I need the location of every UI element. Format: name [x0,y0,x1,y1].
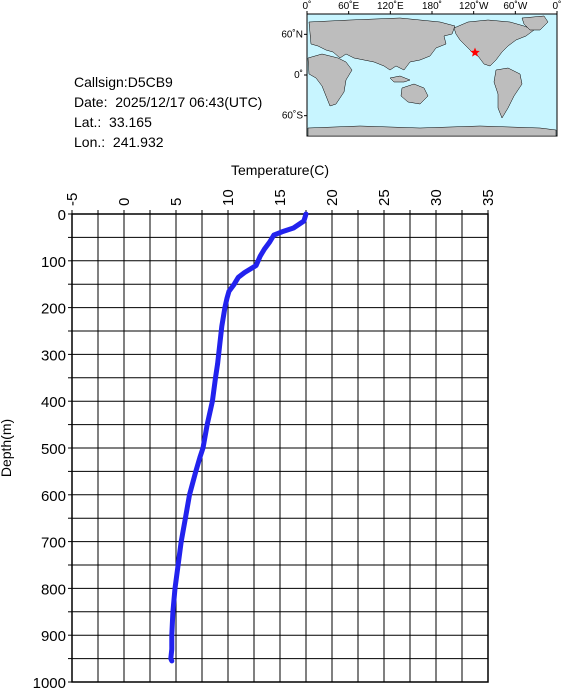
station-info: Callsign:D5CB9 Date: 2025/12/17 06:43(UT… [74,72,262,152]
y-axis-title: Depth(m) [0,419,14,477]
x-tick-label: 5 [168,198,185,206]
station-marker-star [470,47,480,57]
antarctica-shape [307,125,557,137]
map-lon-tick-label: 120˚E [377,0,404,12]
station-marker [470,47,480,57]
x-tick-label: 10 [220,189,237,206]
date-label: Date: [74,94,108,110]
date-value: 2025/12/17 06:43(UTC) [115,94,263,110]
y-tick-label: 900 [41,628,66,645]
lat-value: 33.165 [109,114,152,130]
greenland-shape [521,15,549,31]
map-land [307,15,557,137]
map-lat-tick-label: 60˚N [281,28,303,40]
y-tick-label: 1000 [33,675,66,690]
eurasia-shape [308,17,456,71]
callsign-value: D5CB9 [127,74,173,90]
africa-shape [307,53,353,107]
indonesia-shape [389,75,411,83]
y-tick-label: 800 [41,581,66,598]
x-tick-label: 0 [116,198,133,206]
x-tick-label: 30 [428,189,445,206]
series-group [168,211,309,664]
y-axis-ticks: 0 100 200 300 400 500 600 700 800 900 1000 [33,207,72,690]
x-tick-label: 20 [324,189,341,206]
chart-grid [71,213,489,683]
y-tick-label: 600 [41,488,66,505]
y-tick-label: 700 [41,535,66,552]
map-lon-tick-label: 180˚ [422,0,442,12]
x-tick-label: -5 [64,193,81,206]
lon-row: Lon.: 241.932 [74,132,262,152]
lon-label: Lon.: [74,134,106,150]
lon-value: 241.932 [112,134,164,150]
map-lon-tick-label: 0˚ [553,0,562,12]
lat-label: Lat.: [74,114,102,130]
north-america-shape [453,19,535,67]
australia-shape [400,83,429,105]
map-lat-tick-label: 60˚S [282,110,303,122]
y-tick-label: 200 [41,301,66,318]
temperature-profile-line [168,211,309,664]
y-tick-label: 500 [41,441,66,458]
map-lat-tick-label: 0˚ [294,69,303,81]
y-tick-label: 300 [41,347,66,364]
callsign-label: Callsign: [74,74,128,90]
date-row: Date: 2025/12/17 06:43(UTC) [74,92,262,112]
callsign-row: Callsign:D5CB9 [74,72,262,92]
y-tick-label: 100 [41,254,66,271]
lat-row: Lat.: 33.165 [74,112,262,132]
south-america-shape [493,67,523,119]
map-lon-tick-label: 0˚ [303,0,312,12]
y-tick-label: 400 [41,394,66,411]
y-tick-label: 0 [58,207,66,224]
map-tick-labels: 0˚ 60˚E 120˚E 180˚ 120˚W 60˚W 0˚ 60˚N 0˚ 60˚S [281,0,561,122]
map-lon-tick-label: 60˚W [503,0,527,12]
x-axis-ticks: -5 0 5 10 15 20 25 30 35 [64,189,497,214]
x-tick-label: 25 [376,189,393,206]
map-lon-tick-label: 120˚W [459,0,489,12]
map-lon-tick-label: 60˚E [338,0,359,12]
x-axis-title: Temperature(C) [231,162,329,178]
x-tick-label: 15 [272,189,289,206]
x-tick-label: 35 [480,189,497,206]
